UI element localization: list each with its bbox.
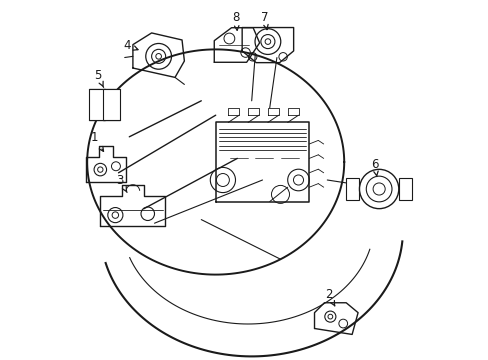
Bar — [103, 89, 119, 120]
Text: 4: 4 — [123, 39, 138, 52]
Text: 7: 7 — [260, 11, 267, 30]
Bar — [345, 179, 359, 199]
Text: 3: 3 — [116, 174, 127, 193]
Text: 5: 5 — [94, 69, 103, 87]
Text: 1: 1 — [90, 131, 103, 151]
Bar — [89, 89, 105, 120]
Text: 6: 6 — [370, 158, 378, 177]
Circle shape — [359, 169, 398, 209]
Text: 8: 8 — [232, 11, 239, 30]
Text: 2: 2 — [324, 288, 334, 306]
Bar — [398, 179, 411, 199]
